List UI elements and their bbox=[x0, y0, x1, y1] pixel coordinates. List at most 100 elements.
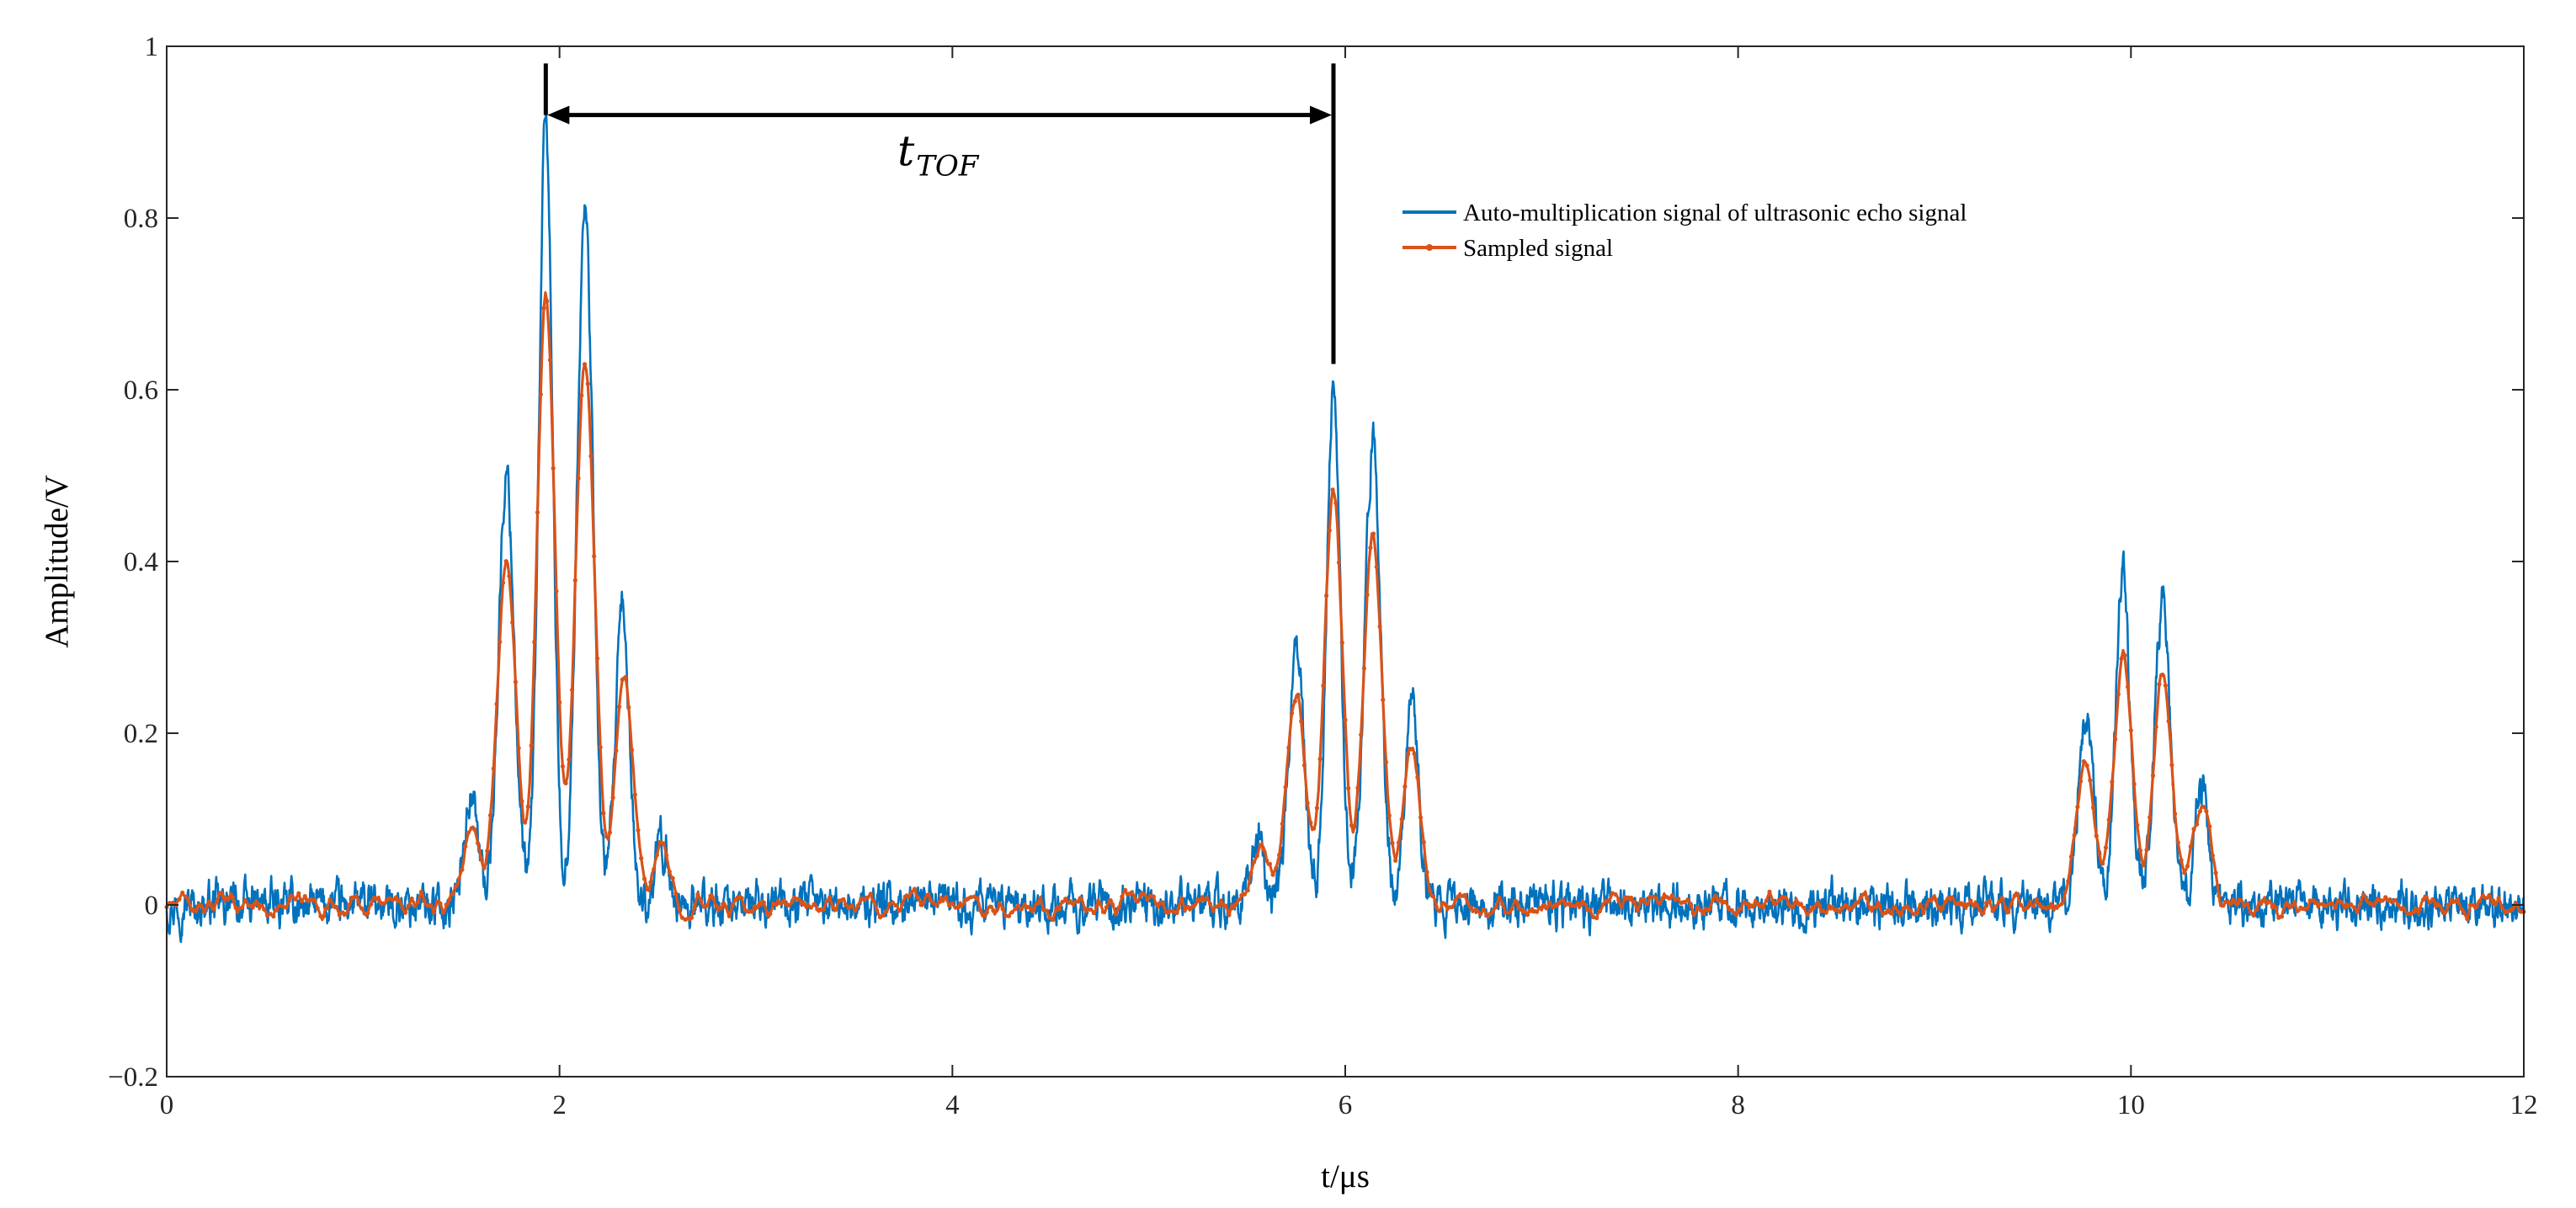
sample-point bbox=[1450, 904, 1455, 910]
sample-point bbox=[2273, 905, 2278, 910]
sample-point bbox=[1770, 898, 1775, 903]
sample-point bbox=[1205, 896, 1210, 901]
sample-point bbox=[579, 393, 584, 398]
sample-point bbox=[1713, 894, 1719, 899]
sample-point bbox=[1123, 887, 1128, 892]
sample-point bbox=[478, 855, 483, 860]
sample-point bbox=[1805, 912, 1810, 917]
sample-point bbox=[902, 894, 907, 899]
sample-point bbox=[846, 905, 851, 911]
sample-point bbox=[2148, 815, 2153, 820]
sample-point bbox=[1381, 697, 1386, 702]
sample-point bbox=[2191, 827, 2196, 832]
sample-point bbox=[1245, 888, 1250, 893]
sample-point bbox=[180, 890, 185, 896]
sample-point bbox=[1120, 894, 1125, 899]
sample-point bbox=[1110, 902, 1115, 907]
sample-point bbox=[1038, 896, 1043, 901]
sample-point bbox=[1685, 897, 1690, 902]
sample-point bbox=[1934, 898, 1939, 903]
sample-point bbox=[2373, 899, 2379, 904]
sample-point bbox=[1091, 910, 1096, 916]
sample-point bbox=[1644, 902, 1649, 907]
sample-point bbox=[2478, 898, 2483, 903]
sample-point bbox=[940, 898, 945, 903]
sample-point bbox=[230, 895, 235, 900]
sample-point bbox=[1654, 896, 1659, 901]
sample-point bbox=[1786, 902, 1791, 907]
sample-point bbox=[2289, 904, 2294, 909]
sample-point bbox=[510, 620, 515, 625]
sample-point bbox=[240, 905, 245, 910]
sample-point bbox=[507, 573, 512, 578]
sample-point bbox=[1547, 900, 1552, 905]
sample-point bbox=[849, 903, 854, 908]
sample-point bbox=[2084, 763, 2089, 769]
sample-point bbox=[2383, 895, 2388, 900]
sample-point bbox=[2333, 906, 2338, 911]
sample-point bbox=[1428, 889, 1433, 894]
tof-label: tTOF bbox=[897, 127, 980, 184]
sample-point bbox=[262, 907, 267, 912]
sample-point bbox=[812, 902, 817, 907]
sample-point bbox=[1858, 895, 1863, 900]
sample-point bbox=[1317, 757, 1323, 762]
sample-point bbox=[1412, 751, 1417, 757]
sample-point bbox=[1943, 899, 1948, 904]
sample-point bbox=[296, 891, 301, 896]
sample-point bbox=[2034, 897, 2039, 902]
sample-point bbox=[2235, 901, 2240, 906]
x-axis-label: t/μs bbox=[1321, 1158, 1370, 1195]
sample-point bbox=[327, 897, 333, 902]
sample-point bbox=[695, 891, 700, 897]
sample-point bbox=[215, 899, 220, 904]
sample-point bbox=[487, 812, 493, 818]
sample-point bbox=[2244, 902, 2250, 907]
sample-point bbox=[2329, 901, 2334, 906]
sample-point bbox=[1695, 905, 1700, 910]
sample-point bbox=[334, 904, 339, 909]
sample-point bbox=[2458, 906, 2463, 911]
sample-point bbox=[1223, 903, 1228, 908]
sample-point bbox=[1908, 908, 1913, 913]
sample-point bbox=[673, 891, 679, 896]
sample-point bbox=[2144, 847, 2149, 853]
sample-point bbox=[768, 912, 773, 917]
sample-point bbox=[1286, 745, 1291, 750]
x-tick-label: 0 bbox=[160, 1090, 174, 1120]
sample-point bbox=[1113, 912, 1119, 917]
sample-point bbox=[1330, 487, 1335, 492]
sample-point bbox=[1339, 640, 1344, 646]
sample-point bbox=[1823, 910, 1828, 915]
sample-point bbox=[2163, 683, 2168, 688]
sample-point bbox=[227, 895, 232, 900]
sample-point bbox=[2197, 809, 2203, 814]
sample-point bbox=[406, 903, 412, 908]
sample-point bbox=[2371, 902, 2376, 907]
sample-point bbox=[1798, 902, 1803, 907]
sample-point bbox=[2493, 902, 2498, 907]
sample-point bbox=[1890, 911, 1895, 916]
sample-point bbox=[1446, 905, 1451, 910]
sample-point bbox=[2351, 905, 2356, 910]
sample-point bbox=[1930, 896, 1935, 901]
sample-point bbox=[982, 913, 987, 918]
sample-point bbox=[721, 902, 726, 907]
x-tick-label: 8 bbox=[1731, 1090, 1745, 1120]
sample-point bbox=[1711, 897, 1716, 902]
tof-label-sub: TOF bbox=[916, 150, 980, 184]
sample-point bbox=[614, 748, 619, 753]
sample-point bbox=[1905, 904, 1910, 910]
sample-point bbox=[2467, 902, 2473, 907]
sample-point bbox=[1013, 907, 1018, 912]
x-tick-label: 4 bbox=[945, 1090, 960, 1120]
sample-point bbox=[1343, 717, 1348, 722]
sample-point bbox=[1443, 902, 1449, 907]
sample-point bbox=[1160, 901, 1166, 907]
sample-point bbox=[2182, 870, 2187, 875]
sample-point bbox=[1195, 897, 1200, 902]
sample-point bbox=[2188, 844, 2193, 849]
sample-point bbox=[1009, 910, 1014, 915]
sample-point bbox=[1006, 913, 1012, 918]
